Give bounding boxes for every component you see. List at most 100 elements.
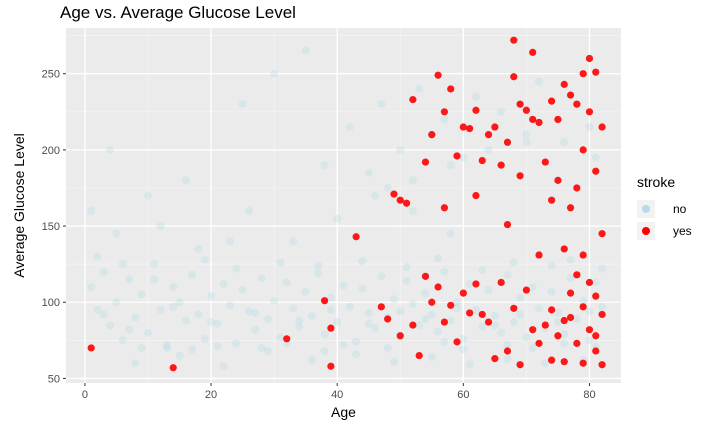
data-point-yes — [510, 304, 518, 312]
data-point-no — [421, 289, 430, 298]
data-point-yes — [390, 190, 398, 198]
data-point-yes — [510, 36, 518, 44]
data-point-no — [320, 161, 329, 170]
data-point-yes — [548, 196, 556, 204]
data-point-no — [421, 315, 430, 324]
data-point-yes — [598, 310, 606, 319]
data-point-yes — [440, 204, 449, 212]
x-tick-label: 40 — [331, 389, 343, 401]
data-point-yes — [522, 286, 530, 294]
data-point-yes — [377, 303, 385, 311]
data-point-no — [585, 123, 594, 132]
data-point-no — [547, 287, 556, 296]
data-point-yes — [384, 315, 392, 323]
data-point-yes — [566, 289, 575, 297]
data-point-no — [295, 322, 304, 331]
data-point-yes — [491, 355, 499, 363]
data-point-no — [162, 340, 171, 349]
data-point-no — [93, 305, 102, 314]
data-point-no — [516, 310, 525, 319]
data-point-no — [118, 260, 127, 269]
data-point-no — [408, 176, 417, 185]
data-point-no — [402, 276, 411, 285]
data-point-yes — [573, 100, 581, 108]
data-point-yes — [434, 71, 442, 79]
data-point-yes — [402, 199, 411, 207]
data-point-no — [333, 318, 342, 327]
data-point-yes — [396, 332, 404, 340]
data-point-yes — [87, 344, 95, 352]
data-point-no — [522, 138, 531, 147]
data-point-no — [383, 183, 392, 192]
data-point-yes — [327, 324, 335, 332]
data-point-no — [326, 293, 335, 302]
data-point-no — [377, 272, 386, 281]
data-point-no — [490, 311, 499, 320]
data-point-no — [339, 340, 348, 349]
data-point-no — [371, 191, 380, 200]
legend-title: stroke — [637, 174, 675, 190]
series-yes-points — [87, 36, 606, 372]
data-point-yes — [554, 115, 562, 124]
data-point-yes — [535, 118, 543, 127]
data-point-no — [175, 351, 184, 360]
data-point-no — [232, 264, 241, 273]
data-point-yes — [554, 176, 562, 184]
data-point-no — [200, 255, 209, 264]
data-point-yes — [169, 364, 177, 372]
data-point-no — [307, 356, 316, 365]
data-point-yes — [503, 220, 512, 229]
data-point-no — [270, 69, 279, 78]
data-point-no — [516, 293, 525, 302]
data-point-yes — [484, 318, 493, 326]
data-point-yes — [478, 310, 486, 319]
data-point-no — [270, 296, 279, 305]
data-point-no — [143, 191, 152, 200]
data-point-yes — [573, 339, 581, 347]
data-point-yes — [497, 161, 505, 169]
data-point-yes — [585, 108, 594, 116]
data-point-no — [471, 305, 480, 314]
data-point-no — [598, 302, 607, 311]
data-point-no — [358, 257, 367, 266]
data-point-no — [251, 325, 260, 334]
data-point-no — [509, 318, 518, 327]
y-tick-label: 100 — [42, 297, 60, 309]
data-point-no — [490, 321, 499, 330]
plot-panel — [66, 28, 621, 383]
data-point-no — [156, 222, 165, 231]
data-point-no — [320, 330, 329, 339]
data-point-no — [434, 327, 443, 336]
data-point-yes — [592, 68, 600, 76]
data-point-no — [364, 319, 373, 328]
data-point-yes — [352, 233, 360, 241]
data-point-yes — [579, 146, 587, 154]
data-point-no — [181, 176, 190, 185]
data-point-no — [465, 279, 474, 288]
data-point-no — [484, 286, 493, 295]
data-point-no — [358, 284, 367, 293]
y-axis-title: Average Glucose Level — [11, 133, 27, 278]
data-point-no — [276, 258, 285, 267]
data-point-no — [225, 301, 234, 310]
data-point-yes — [592, 347, 600, 355]
data-point-no — [553, 308, 562, 317]
data-point-no — [440, 337, 449, 346]
data-point-no — [396, 307, 405, 316]
data-point-no — [257, 343, 266, 352]
data-point-no — [314, 269, 323, 278]
data-point-no — [93, 252, 102, 261]
data-point-no — [194, 244, 203, 253]
legend-key-no — [642, 205, 650, 213]
data-point-no — [528, 283, 537, 292]
data-point-no — [591, 153, 600, 162]
data-point-no — [169, 302, 178, 311]
data-point-no — [566, 273, 575, 282]
data-point-no — [364, 308, 373, 317]
data-point-no — [289, 304, 298, 313]
data-point-no — [503, 354, 512, 363]
data-point-yes — [592, 167, 600, 175]
data-point-no — [471, 92, 480, 101]
data-point-yes — [554, 332, 562, 340]
data-point-yes — [548, 306, 556, 314]
